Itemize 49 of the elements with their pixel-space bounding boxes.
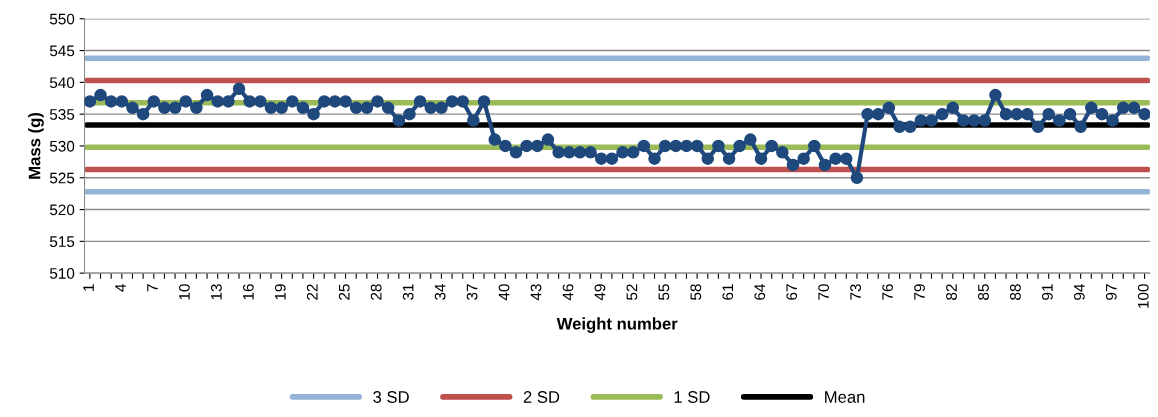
x-tick-label: 37 xyxy=(466,284,478,300)
legend-label: 3 SD xyxy=(373,391,409,403)
x-tick-label: 70 xyxy=(818,284,830,300)
x-tick-label: 55 xyxy=(658,284,670,300)
y-tick-label: 510 xyxy=(49,268,75,279)
y-tick-label: 540 xyxy=(49,77,75,89)
y-tick-label: 515 xyxy=(49,236,75,248)
x-tick-label: 73 xyxy=(850,284,862,300)
x-tick-label: 85 xyxy=(978,284,989,300)
x-tick-label: 49 xyxy=(594,284,606,301)
legend-label: Mean xyxy=(825,391,865,403)
x-tick-label: 43 xyxy=(530,284,542,301)
x-tick-label: 94 xyxy=(1073,284,1085,300)
x-tick-label: 10 xyxy=(179,284,190,300)
x-tick-label: 28 xyxy=(370,284,382,300)
x-tick-label: 76 xyxy=(882,284,893,300)
x-tick-label: 40 xyxy=(498,284,510,301)
x-tick-label: 1 xyxy=(83,284,94,291)
y-tick-label: 550 xyxy=(49,13,75,25)
x-tick-label: 19 xyxy=(274,284,286,300)
x-tick-label: 34 xyxy=(434,284,446,300)
x-tick-label: 16 xyxy=(242,284,254,300)
y-tick-label: 535 xyxy=(49,109,75,120)
x-tick-label: 7 xyxy=(147,284,158,292)
legend-label: 1 SD xyxy=(674,391,710,403)
x-tick-label: 88 xyxy=(1010,284,1021,300)
x-tick-label: 52 xyxy=(626,284,638,300)
x-tick-label: 13 xyxy=(210,284,222,300)
x-tick-label: 31 xyxy=(402,284,414,300)
y-axis-title: Mass (g) xyxy=(28,112,44,179)
legend-label: 2 SD xyxy=(523,391,560,403)
y-tick-label: 520 xyxy=(49,204,75,216)
x-tick-label: 79 xyxy=(914,284,925,300)
y-tick-label: 525 xyxy=(49,172,75,184)
x-tick-label: 91 xyxy=(1041,284,1053,300)
x-tick-label: 61 xyxy=(722,284,734,300)
x-tick-label: 64 xyxy=(754,284,766,300)
x-tick-label: 4 xyxy=(115,284,126,292)
x-tick-label: 97 xyxy=(1105,284,1117,300)
x-tick-label: 22 xyxy=(306,284,318,300)
x-tick-label: 100 xyxy=(1137,284,1149,308)
y-tick-label: 545 xyxy=(49,45,75,57)
x-tick-label: 82 xyxy=(946,284,957,300)
x-tick-label: 67 xyxy=(786,284,798,300)
x-tick-label: 58 xyxy=(690,284,702,300)
x-axis-title: Weight number xyxy=(556,317,678,333)
x-tick-label: 46 xyxy=(562,284,574,301)
x-tick-label: 25 xyxy=(338,284,350,300)
y-tick-label: 530 xyxy=(49,140,75,152)
